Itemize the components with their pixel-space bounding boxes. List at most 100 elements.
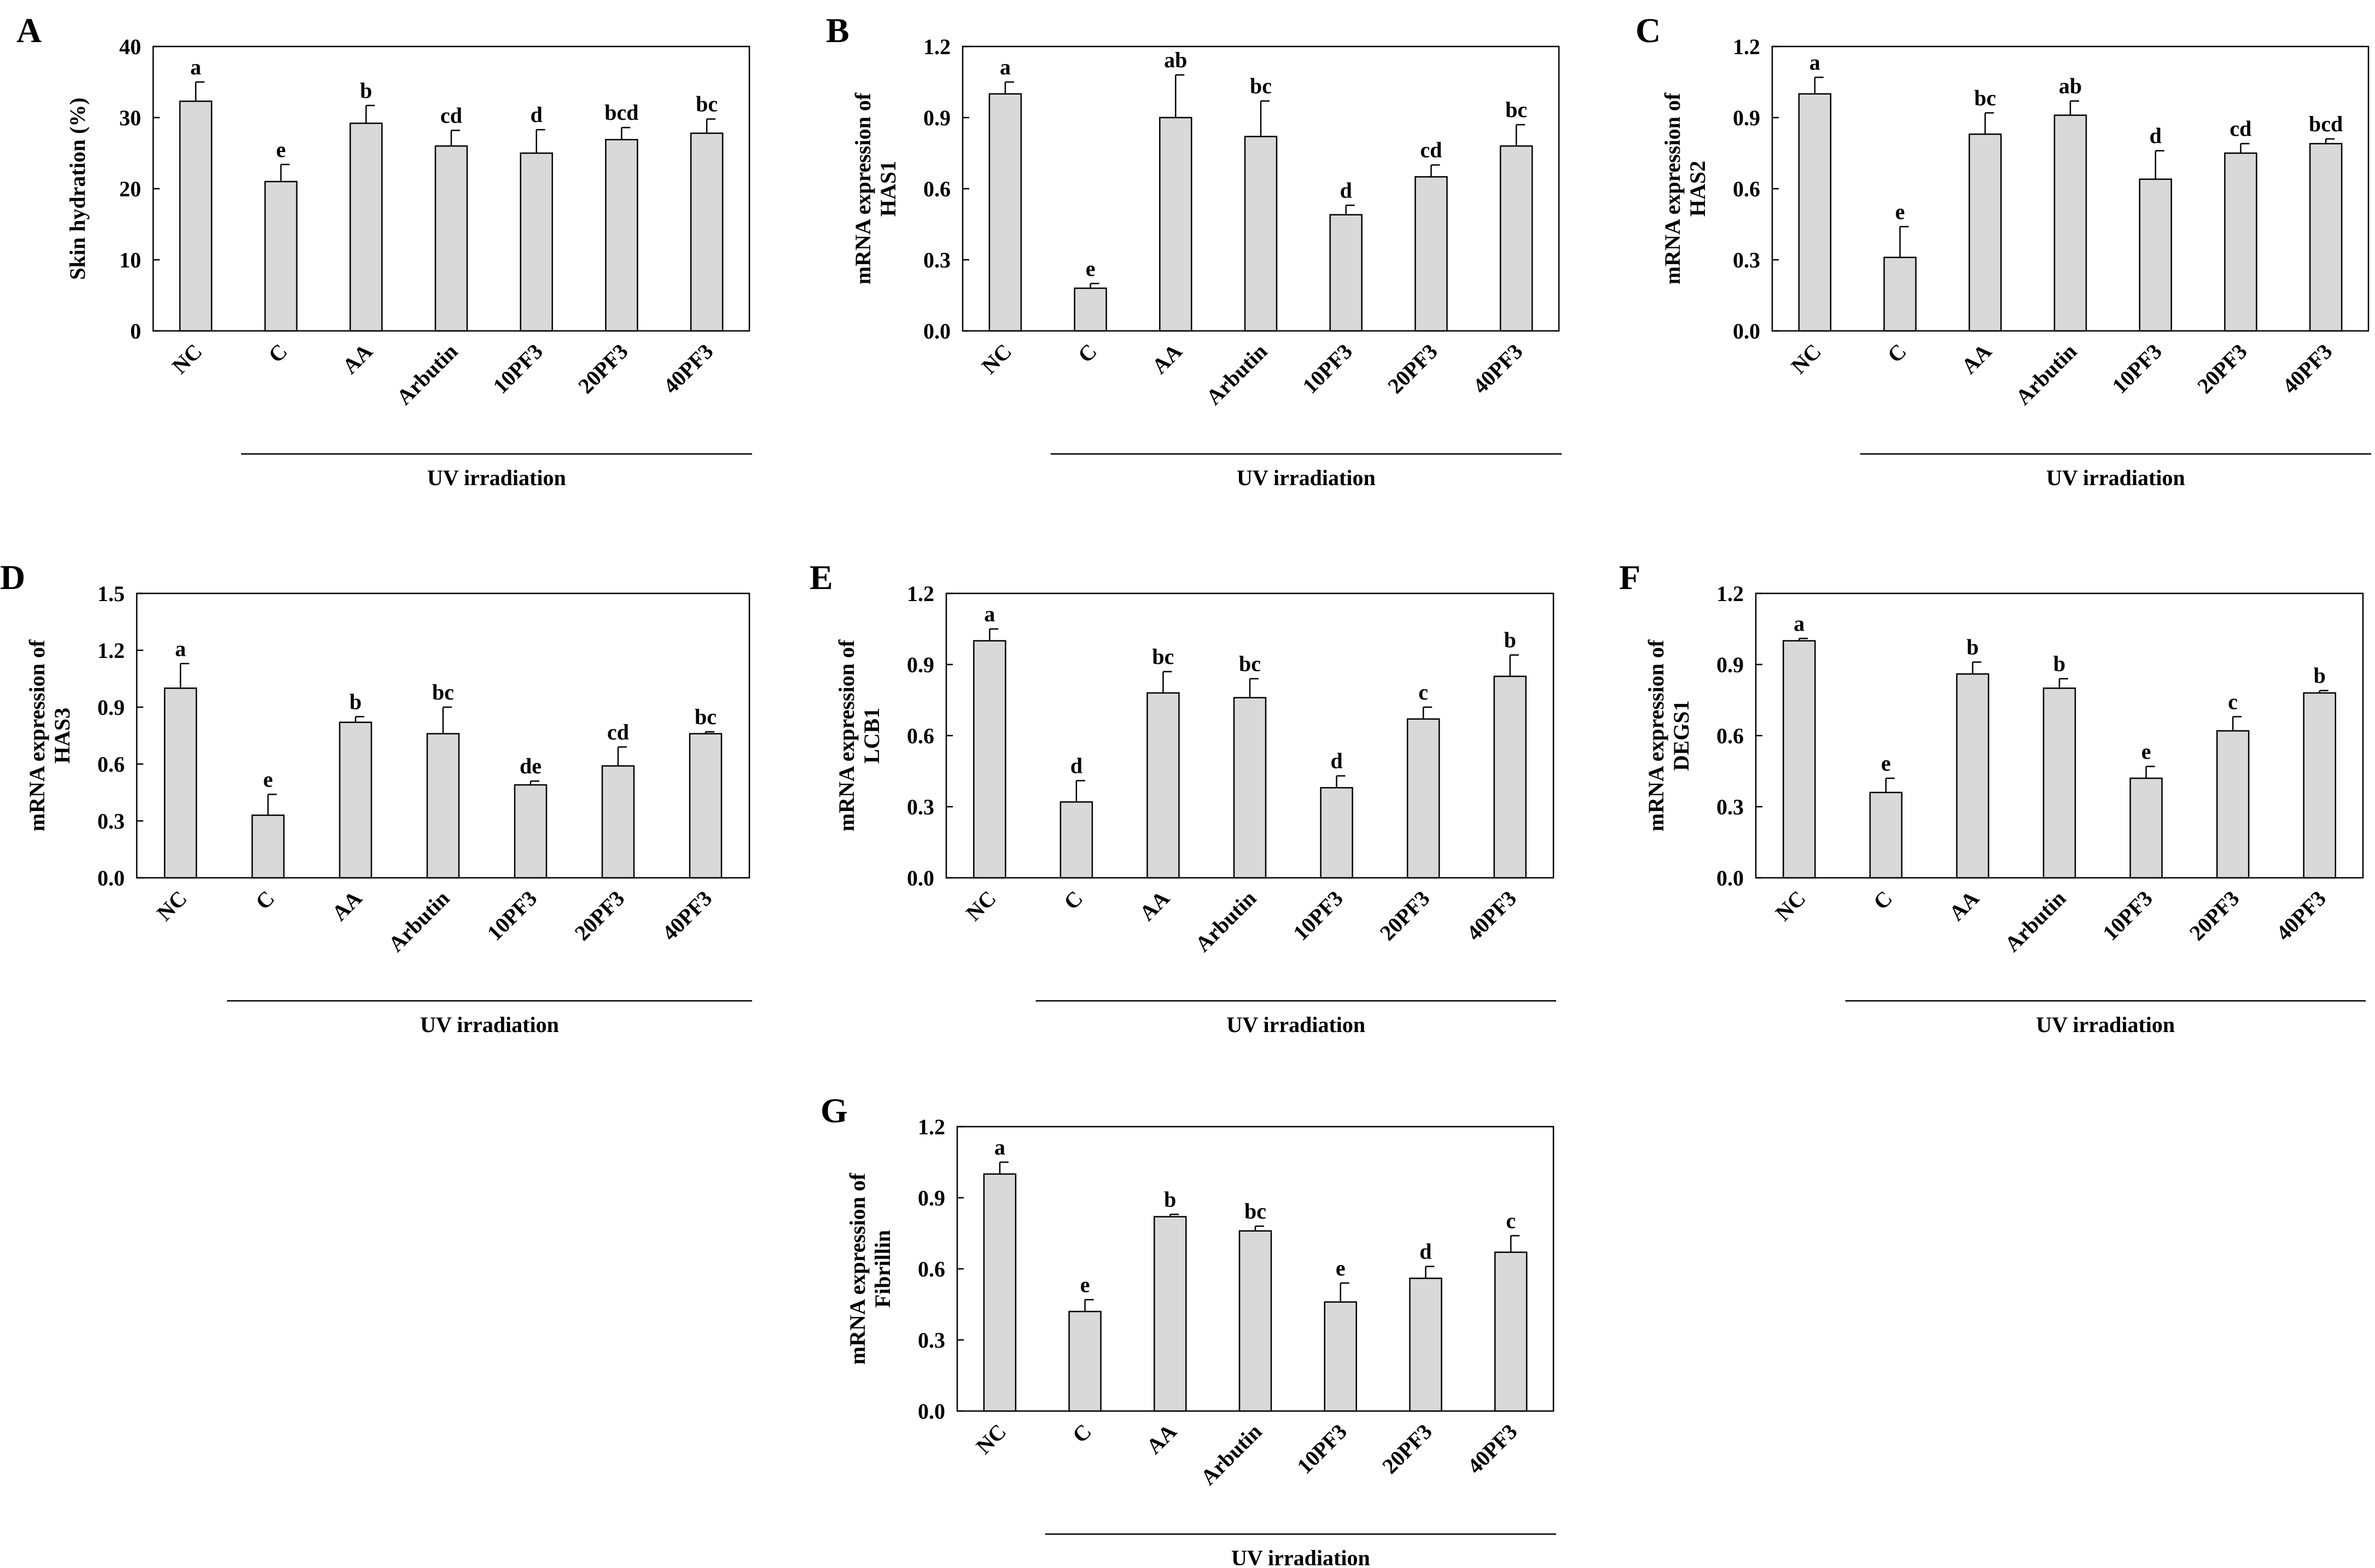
panel-c-ytick-label: 1.2 <box>1733 34 1760 59</box>
panel-d-bar-10pf3 <box>514 784 548 879</box>
panel-b-group-label: UV irradiation <box>1237 465 1376 490</box>
panel-b-ylabel: mRNA expression ofHAS1 <box>851 92 900 284</box>
panel-a-bar-40pf3 <box>690 132 724 332</box>
panel-g-xtick-label-20pf3: 20PF3 <box>1377 1419 1437 1479</box>
panel-b-letter-40pf3: bc <box>1505 97 1527 122</box>
panel-g-bar-40pf3 <box>1494 1251 1528 1412</box>
panel-a-bar-10pf3 <box>520 152 553 332</box>
panel-e-letter-10pf3: d <box>1330 749 1342 773</box>
panel-f-xtick-label-c: C <box>1868 886 1897 914</box>
panel-f-bar-10pf3 <box>2129 777 2163 879</box>
panel-e-bar-40pf3 <box>1493 675 1527 879</box>
panel-c-xtick-label-c: C <box>1883 339 1911 368</box>
panel-c-letter-20pf3: cd <box>2230 116 2251 141</box>
panel-f-letter-arbutin: b <box>2053 651 2065 676</box>
panel-b-ytick-label: 0.9 <box>923 106 951 130</box>
panel-d-xtick-label-40pf3: 40PF3 <box>657 886 717 946</box>
panel-b-letter-aa: ab <box>1164 48 1187 72</box>
panel-b-bar-aa <box>1159 116 1192 332</box>
panel-e-bar-arbutin <box>1233 697 1267 879</box>
panel-f-letter-aa: b <box>1966 635 1978 660</box>
panel-e-group-label: UV irradiation <box>1226 1012 1365 1037</box>
panel-e-bar-c <box>1060 801 1093 879</box>
panel-b-xtick-label-10pf3: 10PF3 <box>1297 339 1357 399</box>
panel-f-xtick-label-arbutin: Arbutin <box>2000 886 2070 957</box>
panel-b-letter-20pf3: cd <box>1420 138 1442 162</box>
panel-b-letter-10pf3: d <box>1340 178 1352 202</box>
panel-f-xtick-label-nc: NC <box>1771 886 1811 926</box>
panel-f-bar-nc <box>1783 640 1816 879</box>
panel-a-letter-20pf3: bcd <box>604 100 638 125</box>
panel-e-ytick-label: 0.6 <box>907 724 934 748</box>
panel-g-letter: G <box>820 1091 848 1130</box>
panel-e-ytick-label: 0.0 <box>907 866 934 890</box>
panel-g-ylabel-line1: mRNA expression of <box>845 1173 870 1365</box>
panel-a-xtick-label-nc: NC <box>167 339 207 379</box>
panel-g-letter-aa: b <box>1164 1187 1176 1211</box>
panel-d-xtick-label-arbutin: Arbutin <box>383 886 454 957</box>
panel-f: F 0.0 0.3 0.6 0.9 1.2 mRNA expression ofDEGS1 a… <box>1619 558 2366 1037</box>
panel-e-letter-arbutin: bc <box>1239 651 1261 676</box>
panel-b-xtick-label-aa: AA <box>1147 339 1187 378</box>
panel-g-xtick-label-arbutin: Arbutin <box>1196 1419 1266 1490</box>
panel-a-xtick-label-c: C <box>264 339 292 368</box>
panel-f-letter-20pf3: c <box>2228 689 2238 714</box>
panel-e-ylabel: mRNA expression ofLCB1 <box>834 639 884 831</box>
panel-e-xtick-label-aa: AA <box>1134 885 1174 925</box>
panel-d-letter-aa: b <box>350 689 362 714</box>
panel-d-group-label: UV irradiation <box>420 1012 559 1037</box>
panel-c-ylabel: mRNA expression ofHAS2 <box>1660 92 1710 284</box>
panel-b-xtick-label-c: C <box>1073 339 1102 368</box>
panel-e-bar-aa <box>1146 692 1180 879</box>
panel-e-ytick-label: 0.9 <box>907 652 934 677</box>
panel-d-bar-arbutin <box>426 733 460 879</box>
panel-f-xtick-label-40pf3: 40PF3 <box>2271 886 2331 946</box>
panel-a-letter-10pf3: d <box>531 102 543 127</box>
panel-g-letter-40pf3: c <box>1506 1208 1516 1233</box>
panel-f-letter: F <box>1619 558 1640 597</box>
panel-b-letter-arbutin: bc <box>1250 74 1272 98</box>
panel-f-xtick-label-aa: AA <box>1944 885 1984 925</box>
panel-a-letter-nc: a <box>190 55 201 79</box>
panel-c-bar-20pf3 <box>2224 152 2257 332</box>
panel-e: E 0.0 0.3 0.6 0.9 1.2 mRNA expression ofLCB1 a N… <box>810 558 1556 1037</box>
panel-c-xtick-label-nc: NC <box>1786 339 1826 379</box>
panel-c-letter-arbutin: ab <box>2059 74 2082 98</box>
panel-g-ytick-label: 1.2 <box>918 1115 945 1139</box>
panel-d-bar-c <box>251 814 285 879</box>
panel-a-bar-nc <box>179 100 213 332</box>
panel-a-bar-c <box>264 180 298 332</box>
panel-c-xtick-label-arbutin: Arbutin <box>2011 339 2081 410</box>
panel-g-ytick-label: 0.6 <box>918 1257 945 1281</box>
panel-e-ytick-label: 1.2 <box>907 581 934 606</box>
panel-a-xtick-label-arbutin: Arbutin <box>392 339 462 410</box>
panel-d-letter-c: e <box>263 767 273 791</box>
panel-g: G 0.0 0.3 0.6 0.9 1.2 mRNA expression ofFibril… <box>820 1091 1556 1568</box>
panel-c-ylabel-line1: mRNA expression of <box>1660 92 1685 284</box>
panel-f-ylabel-line1: mRNA expression of <box>1644 639 1668 831</box>
panel-e-ylabel-line2: LCB1 <box>859 708 884 763</box>
panel-g-ylabel-line2: Fibrillin <box>870 1230 895 1308</box>
panel-c: C 0.0 0.3 0.6 0.9 1.2 mRNA expression ofHAS2 a N… <box>1635 11 2371 490</box>
panel-b-xtick-label-20pf3: 20PF3 <box>1383 339 1442 399</box>
panel-c-letter-c: e <box>1895 199 1905 224</box>
panel-c-ytick-label: 0.9 <box>1733 106 1760 130</box>
panel-c-letter: C <box>1635 11 1661 50</box>
panel-b-ylabel-line2: HAS1 <box>876 161 900 217</box>
panel-c-bar-nc <box>1798 93 1832 332</box>
panel-e-letter-20pf3: c <box>1418 680 1428 704</box>
panel-c-ytick-label: 0.6 <box>1733 177 1760 201</box>
panel-e-letter-40pf3: b <box>1504 628 1516 652</box>
panel-e-letter: E <box>810 558 833 597</box>
panel-c-letter-10pf3: d <box>2150 124 2162 148</box>
panel-b-bar-arbutin <box>1244 136 1278 332</box>
panel-d-bar-20pf3 <box>601 765 635 879</box>
panel-d-ytick-label: 0.9 <box>97 695 125 720</box>
panel-c-xtick-label-20pf3: 20PF3 <box>2192 339 2252 399</box>
panel-d-letter-10pf3: de <box>520 754 542 778</box>
panel-f-ylabel-line2: DEGS1 <box>1669 701 1693 771</box>
panel-f-bar-c <box>1869 791 1903 879</box>
panel-c-ytick-label: 0.3 <box>1733 248 1760 272</box>
